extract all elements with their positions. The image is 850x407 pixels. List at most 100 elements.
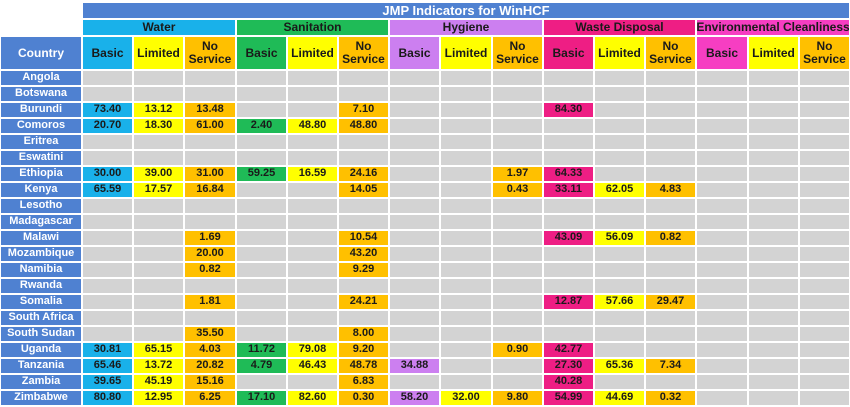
value-cell-comoros-waste-disposal-limited [594,118,645,134]
value-cell-kenya-water-basic: 65.59 [82,182,133,198]
value-cell-zambia-hygiene-limited [440,374,492,390]
value-cell-eritrea-water-limited [133,134,184,150]
value-cell-mozambique-waste-disposal-noservice [645,246,696,262]
value-cell-zimbabwe-hygiene-noservice: 9.80 [492,390,543,406]
value-cell-uganda-hygiene-limited [440,342,492,358]
value-cell-lesotho-sanitation-noservice [338,198,389,214]
value-cell-burundi-environmental-cleanliness-limited [748,102,799,118]
value-cell-south-africa-sanitation-noservice [338,310,389,326]
value-cell-burundi-sanitation-basic [236,102,287,118]
value-cell-madagascar-water-limited [133,214,184,230]
sub-header-sanitation-limited: Limited [287,36,338,70]
value-cell-mozambique-waste-disposal-basic [543,246,594,262]
value-cell-madagascar-hygiene-limited [440,214,492,230]
value-cell-angola-sanitation-limited [287,70,338,86]
value-cell-comoros-sanitation-limited: 48.80 [287,118,338,134]
value-cell-eswatini-environmental-cleanliness-limited [748,150,799,166]
value-cell-comoros-environmental-cleanliness-noservice [799,118,850,134]
value-cell-mozambique-hygiene-basic [389,246,440,262]
value-cell-namibia-water-limited [133,262,184,278]
value-cell-zimbabwe-water-limited: 12.95 [133,390,184,406]
value-cell-somalia-environmental-cleanliness-limited [748,294,799,310]
value-cell-rwanda-waste-disposal-noservice [645,278,696,294]
value-cell-comoros-water-basic: 20.70 [82,118,133,134]
value-cell-madagascar-environmental-cleanliness-basic [696,214,748,230]
value-cell-zambia-sanitation-noservice: 6.83 [338,374,389,390]
value-cell-ethiopia-sanitation-noservice: 24.16 [338,166,389,182]
value-cell-tanzania-waste-disposal-limited: 65.36 [594,358,645,374]
value-cell-ethiopia-hygiene-limited [440,166,492,182]
value-cell-mozambique-water-basic [82,246,133,262]
country-cell-comoros: Comoros [0,118,82,134]
value-cell-ethiopia-waste-disposal-limited [594,166,645,182]
value-cell-uganda-hygiene-noservice: 0.90 [492,342,543,358]
value-cell-malawi-hygiene-limited [440,230,492,246]
value-cell-zambia-water-limited: 45.19 [133,374,184,390]
value-cell-botswana-waste-disposal-basic [543,86,594,102]
value-cell-kenya-hygiene-basic [389,182,440,198]
value-cell-south-sudan-waste-disposal-basic [543,326,594,342]
value-cell-eritrea-water-noservice [184,134,236,150]
value-cell-eritrea-environmental-cleanliness-noservice [799,134,850,150]
value-cell-south-sudan-sanitation-limited [287,326,338,342]
value-cell-somalia-water-basic [82,294,133,310]
value-cell-namibia-hygiene-basic [389,262,440,278]
value-cell-eritrea-water-basic [82,134,133,150]
value-cell-eswatini-hygiene-basic [389,150,440,166]
value-cell-ethiopia-sanitation-limited: 16.59 [287,166,338,182]
value-cell-ethiopia-environmental-cleanliness-basic [696,166,748,182]
value-cell-eritrea-sanitation-noservice [338,134,389,150]
value-cell-tanzania-hygiene-basic: 34.88 [389,358,440,374]
country-cell-uganda: Uganda [0,342,82,358]
value-cell-zimbabwe-waste-disposal-basic: 54.99 [543,390,594,406]
value-cell-kenya-waste-disposal-noservice: 4.83 [645,182,696,198]
value-cell-south-africa-waste-disposal-basic [543,310,594,326]
value-cell-lesotho-sanitation-basic [236,198,287,214]
value-cell-botswana-sanitation-basic [236,86,287,102]
value-cell-madagascar-waste-disposal-noservice [645,214,696,230]
value-cell-south-sudan-water-limited [133,326,184,342]
value-cell-somalia-water-noservice: 1.81 [184,294,236,310]
value-cell-zimbabwe-environmental-cleanliness-limited [748,390,799,406]
value-cell-namibia-waste-disposal-basic [543,262,594,278]
value-cell-botswana-environmental-cleanliness-limited [748,86,799,102]
value-cell-ethiopia-hygiene-basic [389,166,440,182]
value-cell-eswatini-waste-disposal-limited [594,150,645,166]
value-cell-zimbabwe-environmental-cleanliness-basic [696,390,748,406]
value-cell-uganda-water-limited: 65.15 [133,342,184,358]
value-cell-south-sudan-sanitation-basic [236,326,287,342]
value-cell-eswatini-environmental-cleanliness-basic [696,150,748,166]
value-cell-eswatini-sanitation-basic [236,150,287,166]
value-cell-comoros-waste-disposal-basic [543,118,594,134]
value-cell-lesotho-hygiene-basic [389,198,440,214]
group-header-environmental-cleanliness: Environmental Cleanliness [696,19,850,36]
value-cell-angola-sanitation-basic [236,70,287,86]
value-cell-zimbabwe-sanitation-limited: 82.60 [287,390,338,406]
value-cell-rwanda-hygiene-basic [389,278,440,294]
value-cell-rwanda-sanitation-noservice [338,278,389,294]
value-cell-south-africa-environmental-cleanliness-limited [748,310,799,326]
value-cell-tanzania-sanitation-limited: 46.43 [287,358,338,374]
value-cell-mozambique-sanitation-limited [287,246,338,262]
value-cell-eritrea-waste-disposal-basic [543,134,594,150]
value-cell-kenya-sanitation-basic [236,182,287,198]
value-cell-zambia-sanitation-basic [236,374,287,390]
country-cell-kenya: Kenya [0,182,82,198]
value-cell-south-africa-waste-disposal-limited [594,310,645,326]
value-cell-zambia-environmental-cleanliness-noservice [799,374,850,390]
value-cell-namibia-waste-disposal-limited [594,262,645,278]
value-cell-angola-water-basic [82,70,133,86]
value-cell-malawi-hygiene-noservice [492,230,543,246]
sub-header-waste-disposal-noservice: No Service [645,36,696,70]
value-cell-south-africa-water-noservice [184,310,236,326]
value-cell-south-sudan-hygiene-noservice [492,326,543,342]
value-cell-zambia-sanitation-limited [287,374,338,390]
value-cell-south-africa-environmental-cleanliness-basic [696,310,748,326]
country-cell-tanzania: Tanzania [0,358,82,374]
value-cell-eritrea-waste-disposal-limited [594,134,645,150]
value-cell-uganda-environmental-cleanliness-noservice [799,342,850,358]
value-cell-tanzania-sanitation-basic: 4.79 [236,358,287,374]
country-cell-burundi: Burundi [0,102,82,118]
value-cell-somalia-waste-disposal-basic: 12.87 [543,294,594,310]
country-header: Country [0,36,82,70]
